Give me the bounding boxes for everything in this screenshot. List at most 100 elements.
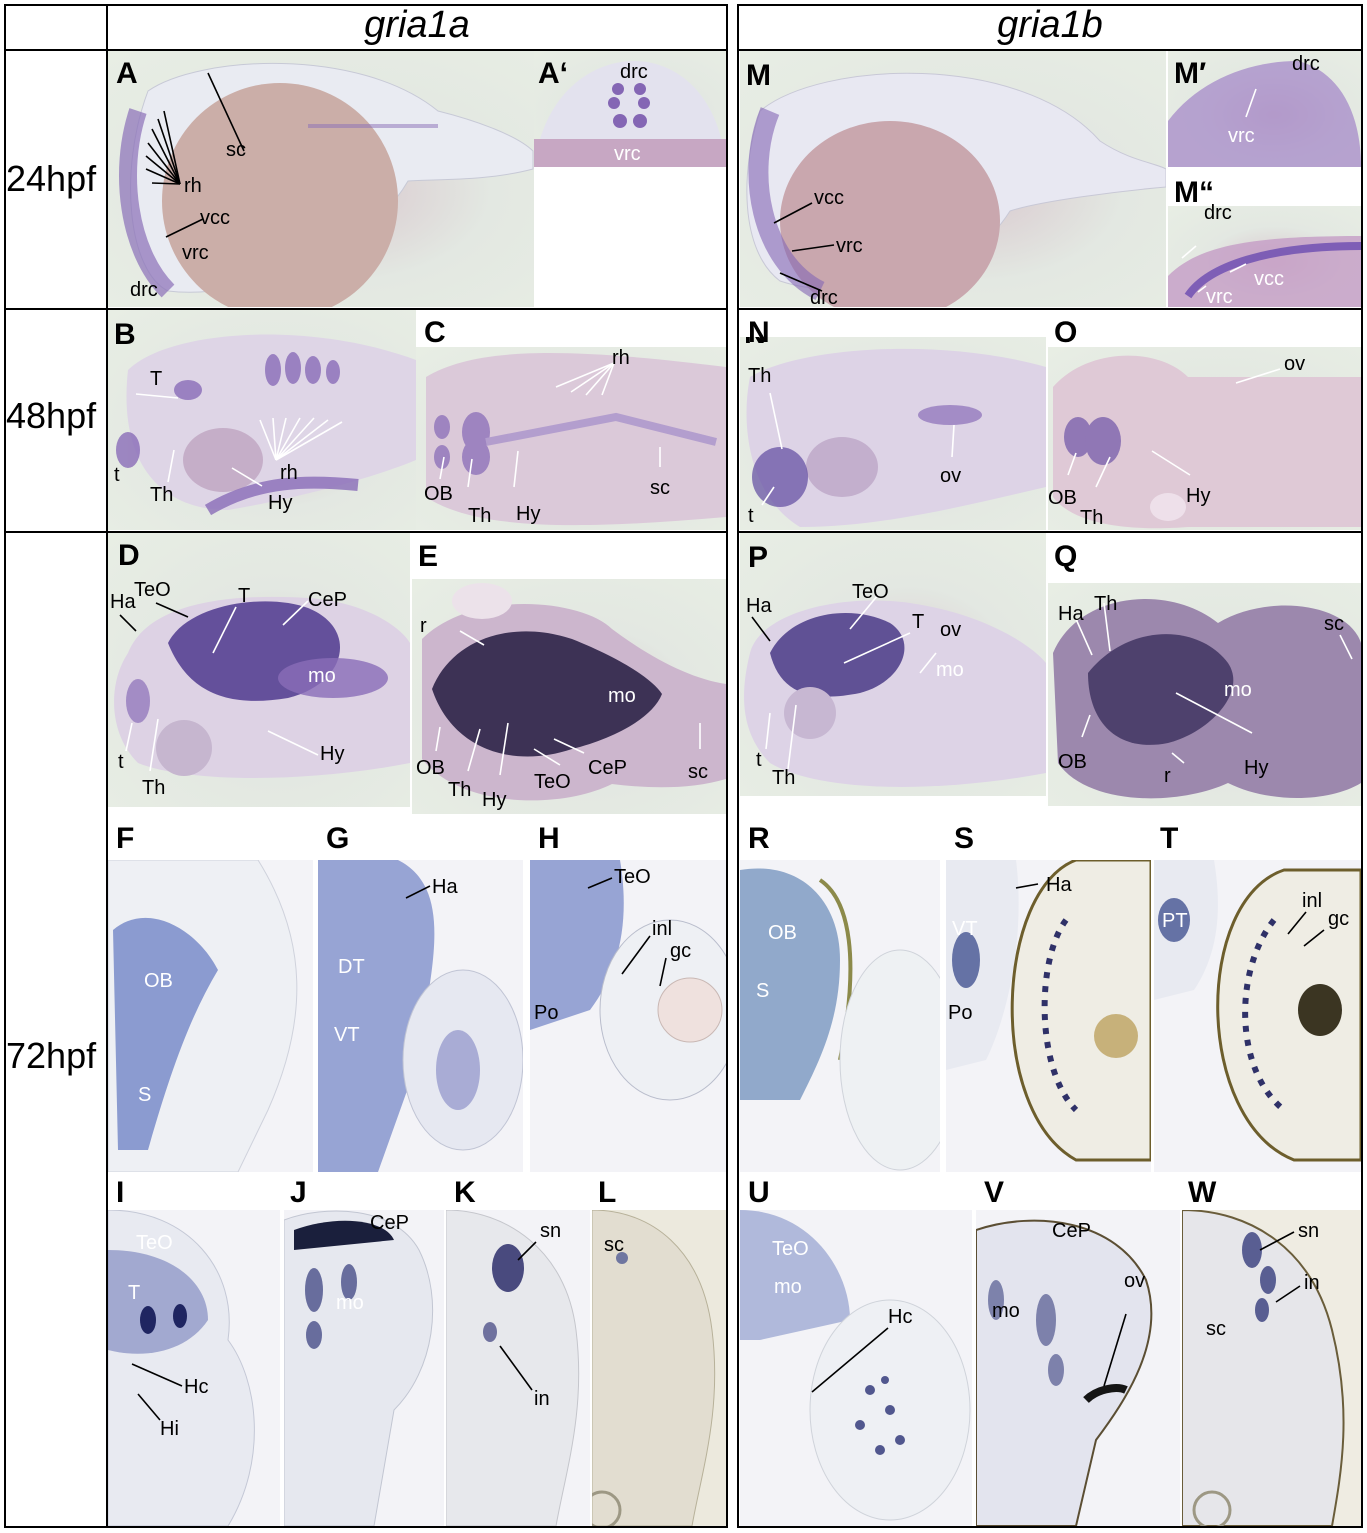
label-Q-Th: Th — [1094, 593, 1118, 615]
panel-F: OB S — [108, 860, 313, 1172]
panel-label-W: W — [1188, 1176, 1217, 1209]
label-E-CeP: CeP — [588, 757, 627, 779]
label-I-T: T — [128, 1282, 141, 1304]
label-D-Hy: Hy — [320, 743, 345, 765]
label-T-PT: PT — [1162, 910, 1188, 932]
label-P-TeO: TeO — [852, 581, 889, 603]
label-T-gc: gc — [1328, 908, 1350, 930]
label-W-sc: sc — [1206, 1318, 1226, 1340]
panel-label-R: R — [748, 822, 770, 855]
label-A-vcc: vcc — [200, 207, 230, 229]
label-A-drc: drc — [130, 279, 158, 301]
label-A-sc: sc — [226, 139, 246, 161]
label-P-T: T — [912, 611, 925, 633]
panel-D: D Ha TeO T CeP mo t Th Hy — [108, 533, 410, 807]
label-B-Th: Th — [150, 484, 174, 506]
column-title-gria1a: gria1a — [364, 4, 470, 46]
panel-T: inl gc PT — [1154, 860, 1361, 1172]
label-Q-sc: sc — [1324, 613, 1344, 635]
panel-label-T: T — [1160, 822, 1179, 855]
label-U-Hc: Hc — [888, 1306, 913, 1328]
label-C-sc: sc — [650, 477, 670, 499]
header-divider-right — [737, 49, 1363, 51]
panel-P: P Ha TeO T ov mo t Th — [740, 533, 1046, 796]
panel-U: TeO mo Hc — [740, 1210, 972, 1526]
label-B-Hy: Hy — [268, 492, 293, 514]
label-G-VT: VT — [334, 1024, 360, 1046]
panel-R: OB S — [740, 860, 940, 1172]
panel-label-O: O — [1052, 347, 1075, 349]
label-U-TeO: TeO — [772, 1238, 809, 1260]
label-E-OB: OB — [416, 757, 445, 779]
label-W-sn: sn — [1298, 1220, 1320, 1242]
label-A-vrc: vrc — [182, 242, 209, 264]
panel-B: B T t Th rh Hy — [108, 310, 416, 530]
row-divider-24-48-right — [737, 308, 1363, 310]
label-D-Ha: Ha — [110, 591, 136, 613]
panel-label-N: N — [744, 337, 766, 351]
label-P-ov: ov — [940, 619, 962, 641]
label-B-T: T — [150, 368, 163, 390]
panel-G: Ha DT VT — [318, 860, 523, 1172]
label-M-doubleprime-vrc: vrc — [1206, 286, 1233, 307]
panel-label-V: V — [984, 1176, 1005, 1209]
label-C-Hy: Hy — [516, 503, 541, 525]
stage-label-72hpf: 72hpf — [6, 1035, 97, 1076]
label-M-vcc: vcc — [814, 187, 844, 209]
label-R-S: S — [756, 980, 770, 1002]
panel-V: CeP ov mo — [976, 1210, 1180, 1526]
panel-label-L: L — [598, 1176, 617, 1209]
label-D-TeO: TeO — [134, 579, 171, 601]
label-C-OB: OB — [424, 483, 453, 505]
panel-label-B: B — [114, 318, 136, 351]
panel-label-K: K — [454, 1176, 476, 1209]
row-divider-48-72-right — [737, 531, 1363, 533]
label-M-drc: drc — [810, 287, 838, 307]
panel-M-doubleprime: vcc vrc — [1168, 206, 1361, 307]
label-L-sc: sc — [604, 1234, 624, 1256]
panel-label-P: P — [748, 541, 769, 574]
label-R-OB: OB — [768, 922, 797, 944]
label-F-S: S — [138, 1084, 152, 1106]
label-S-Ha: Ha — [1046, 874, 1072, 896]
label-S-VT: VT — [952, 918, 978, 940]
label-Q-mo: mo — [1224, 679, 1252, 701]
panel-label-H: H — [538, 822, 560, 855]
panel-label-A-prime: A‘ — [538, 57, 568, 90]
panel-N: N Th ov t — [740, 337, 1046, 530]
panel-W: sn in sc — [1182, 1210, 1361, 1526]
label-N-Th: Th — [748, 365, 772, 387]
label-N-ov: ov — [940, 465, 962, 487]
label-P-mo: mo — [936, 659, 964, 681]
row-divider-24-48-left — [4, 308, 728, 310]
panel-label-A: A — [116, 57, 138, 90]
label-J-CeP: CeP — [370, 1212, 409, 1234]
label-I-Hc: Hc — [184, 1376, 209, 1398]
label-Q-Ha: Ha — [1058, 603, 1084, 625]
label-D-CeP: CeP — [308, 589, 347, 611]
label-E-TeO: TeO — [534, 771, 571, 793]
label-M-doubleprime-drc: drc — [1204, 202, 1232, 224]
label-F-OB: OB — [144, 970, 173, 992]
label-H-inl: inl — [652, 918, 673, 940]
stage-column-divider — [106, 4, 108, 1528]
label-N-t: t — [748, 505, 754, 527]
label-I-TeO: TeO — [136, 1232, 173, 1254]
label-H-gc: gc — [670, 940, 692, 962]
label-E-Hy: Hy — [482, 789, 507, 811]
label-O-Th: Th — [1080, 507, 1104, 529]
panel-label-M-prime: M′ — [1174, 57, 1207, 90]
label-C-Th: Th — [468, 505, 492, 527]
label-V-ov: ov — [1124, 1270, 1146, 1292]
panel-label-O-visible: O — [1054, 316, 1078, 349]
panel-label-S: S — [954, 822, 975, 855]
panel-label-C: C — [424, 347, 446, 353]
label-G-DT: DT — [338, 956, 365, 978]
panel-label-M-doubleprime: M“ — [1174, 176, 1214, 209]
stage-label-24hpf: 24hpf — [6, 158, 97, 199]
label-P-t: t — [756, 749, 762, 771]
label-J-mo: mo — [336, 1292, 364, 1314]
label-W-in: in — [1304, 1272, 1320, 1294]
label-E-sc: sc — [688, 761, 708, 783]
label-K-sn: sn — [540, 1220, 562, 1242]
